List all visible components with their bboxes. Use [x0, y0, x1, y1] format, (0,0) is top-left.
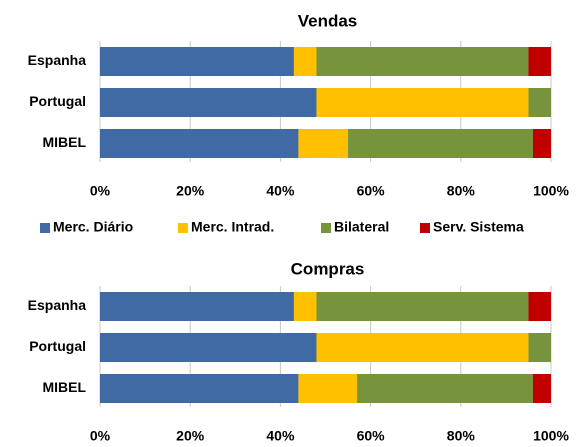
bar-segment: [316, 47, 529, 76]
y-tick-label: Portugal: [29, 93, 86, 109]
bar-segment: [100, 333, 317, 362]
x-tick-label: 100%: [533, 183, 569, 199]
bar-segment: [298, 129, 349, 158]
bar-segment: [100, 47, 294, 76]
legend-label: Serv. Sistema: [433, 219, 524, 235]
x-tick-label: 20%: [176, 428, 205, 444]
bar-segment: [348, 129, 533, 158]
legend-label: Merc. Intrad.: [191, 219, 274, 235]
x-tick-label: 100%: [533, 428, 569, 444]
legend-swatch: [420, 223, 430, 233]
bar-segment: [316, 88, 529, 117]
y-tick-label: MIBEL: [42, 134, 86, 150]
x-tick-label: 40%: [266, 183, 295, 199]
legend-swatch: [321, 223, 331, 233]
bar-segment: [528, 47, 551, 76]
legend-swatch: [40, 223, 50, 233]
bar-segment: [528, 292, 551, 321]
bar-segment: [316, 292, 529, 321]
bar-segment: [298, 374, 358, 403]
x-tick-label: 80%: [447, 428, 476, 444]
x-tick-label: 20%: [176, 183, 205, 199]
x-tick-label: 40%: [266, 428, 295, 444]
legend-swatch: [178, 223, 188, 233]
bar-segment: [100, 129, 299, 158]
y-tick-label: Espanha: [28, 52, 87, 68]
bar-segment: [293, 47, 317, 76]
bar-segment: [100, 292, 294, 321]
bar-segment: [357, 374, 533, 403]
bar-segment: [528, 333, 551, 362]
bar-segment: [293, 292, 317, 321]
y-tick-label: Portugal: [29, 338, 86, 354]
y-tick-label: MIBEL: [42, 379, 86, 395]
bar-segment: [528, 88, 551, 117]
x-tick-label: 60%: [357, 183, 386, 199]
bar-segment: [316, 333, 529, 362]
x-tick-label: 0%: [90, 183, 111, 199]
legend-label: Bilateral: [334, 219, 389, 235]
bar-segment: [100, 374, 299, 403]
legend-label: Merc. Diário: [53, 219, 133, 235]
x-tick-label: 60%: [357, 428, 386, 444]
x-tick-label: 80%: [447, 183, 476, 199]
bar-segment: [100, 88, 317, 117]
bar-segment: [532, 129, 551, 158]
chart-title: Compras: [291, 259, 365, 278]
chart-title: Vendas: [298, 11, 358, 30]
x-tick-label: 0%: [90, 428, 111, 444]
bar-segment: [532, 374, 551, 403]
y-tick-label: Espanha: [28, 297, 87, 313]
